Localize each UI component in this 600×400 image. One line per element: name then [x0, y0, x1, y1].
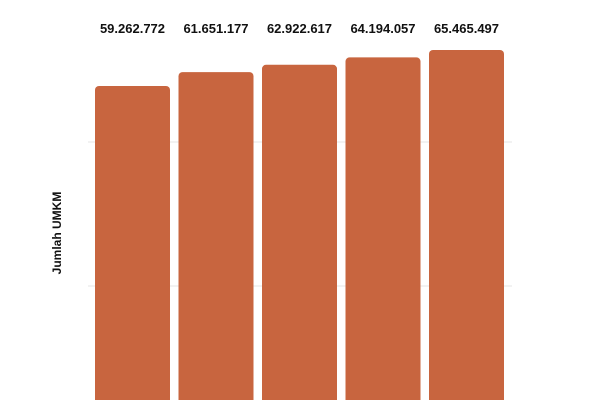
bars	[95, 50, 504, 400]
bar-value-label: 64.194.057	[350, 21, 415, 36]
bar	[178, 72, 254, 400]
bar	[262, 64, 337, 400]
bar	[429, 50, 504, 400]
value-labels: 59.262.772 61.651.177 62.922.617 64.194.057…	[100, 21, 499, 36]
bar-value-label: 65.465.497	[434, 21, 499, 36]
bar	[95, 86, 170, 400]
y-axis-label: Jumlah UMKM	[50, 192, 64, 275]
bar-value-label: 59.262.772	[100, 21, 165, 36]
bar	[345, 57, 421, 400]
bar-value-label: 62.922.617	[267, 21, 332, 36]
bar-value-label: 61.651.177	[183, 21, 248, 36]
